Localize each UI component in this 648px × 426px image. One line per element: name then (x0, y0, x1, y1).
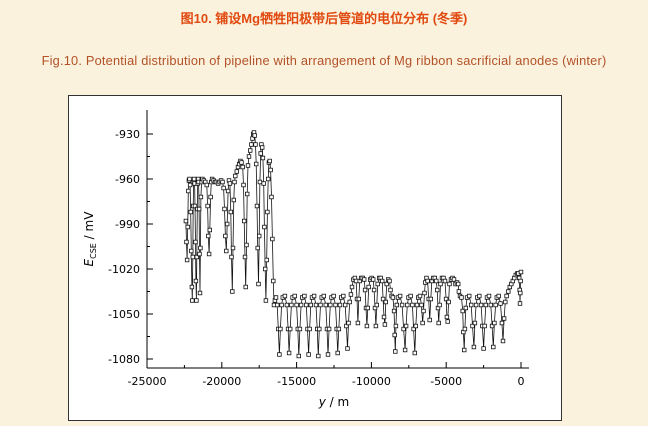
svg-text:ECSE / mV: ECSE / mV (82, 211, 98, 267)
svg-text:-930: -930 (115, 128, 140, 141)
svg-text:-15000: -15000 (277, 375, 316, 388)
chart-panel: -25000 -20000 -15000 -10000 -5000 0 -930 -960 -9… (68, 95, 562, 421)
svg-text:-1020: -1020 (108, 263, 140, 276)
svg-text:-1080: -1080 (108, 353, 140, 366)
svg-text:-20000: -20000 (202, 375, 241, 388)
svg-text:-1050: -1050 (108, 308, 140, 321)
figure-title-cn: 图10. 铺设Mg牺牲阳极带后管道的电位分布 (冬季) (180, 11, 468, 26)
svg-text:-960: -960 (115, 173, 140, 186)
figure-caption-en: Fig.10. Potential distribution of pipeli… (41, 53, 607, 68)
svg-text:y / m: y / m (318, 395, 349, 409)
svg-text:-25000: -25000 (128, 375, 167, 388)
svg-text:-5000: -5000 (430, 375, 462, 388)
chart-svg: -25000 -20000 -15000 -10000 -5000 0 -930 -960 -9… (82, 110, 529, 409)
svg-text:-10000: -10000 (352, 375, 391, 388)
svg-text:0: 0 (518, 375, 525, 388)
svg-text:-990: -990 (115, 218, 140, 231)
